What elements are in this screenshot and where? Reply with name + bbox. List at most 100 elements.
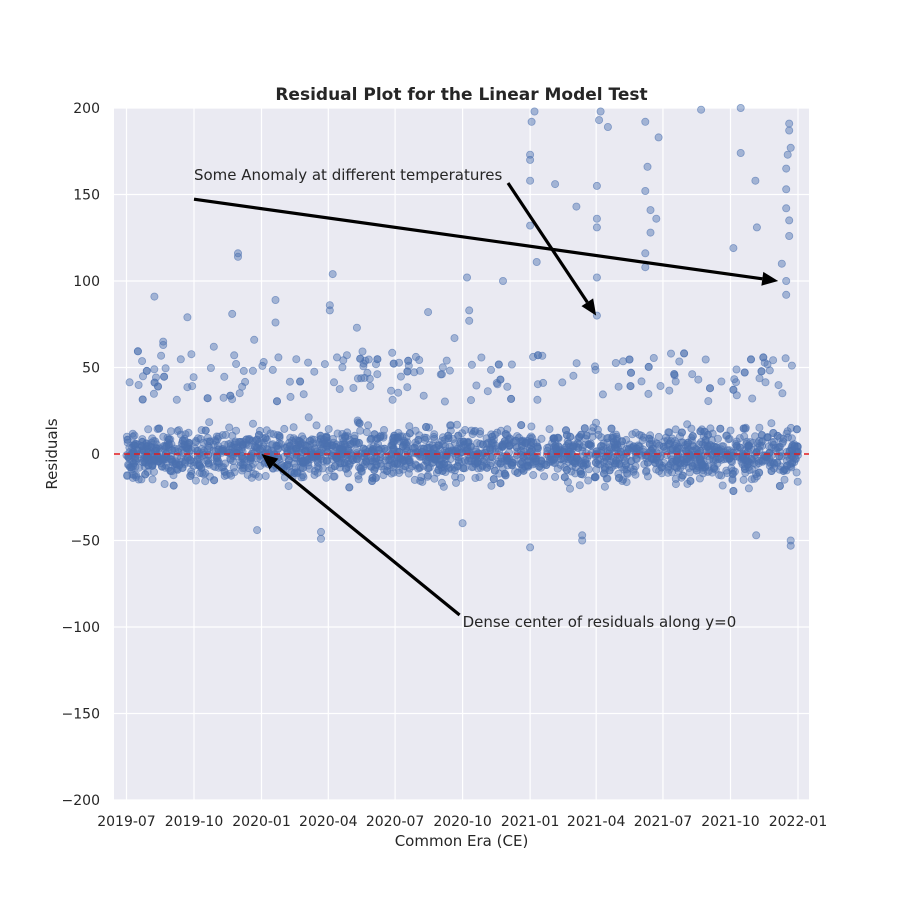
scatter-point	[286, 392, 295, 401]
scatter-point	[475, 429, 484, 438]
scatter-point	[717, 377, 726, 386]
scatter-point	[553, 433, 562, 442]
scatter-point	[388, 348, 397, 357]
scatter-point	[478, 440, 487, 449]
scatter-point	[698, 460, 707, 469]
scatter-point	[329, 472, 338, 481]
annotation-arrow	[506, 182, 589, 304]
outlier-point	[352, 323, 361, 332]
scatter-point	[405, 455, 414, 464]
scatter-point	[346, 440, 355, 449]
scatter-point	[580, 424, 589, 433]
scatter-point	[131, 462, 140, 471]
scatter-point	[507, 394, 516, 403]
scatter-point	[181, 430, 190, 439]
scatter-point	[649, 454, 658, 463]
scatter-point	[657, 463, 666, 472]
scatter-point	[150, 378, 159, 387]
scatter-point	[430, 454, 439, 463]
x-tick-label: 2022-01	[769, 814, 828, 830]
scatter-point	[564, 439, 573, 448]
scatter-point	[186, 471, 195, 480]
scatter-point	[688, 370, 697, 379]
scatter-point	[210, 476, 219, 485]
scatter-point	[373, 355, 382, 364]
scatter-point	[403, 383, 412, 392]
scatter-point	[141, 470, 150, 479]
scatter-point	[364, 421, 373, 430]
outlier-point	[228, 309, 237, 318]
scatter-point	[558, 378, 567, 387]
scatter-point	[322, 432, 331, 441]
outlier-point	[233, 252, 242, 261]
scatter-point	[542, 460, 551, 469]
scatter-point	[482, 463, 491, 472]
outlier-point	[641, 186, 650, 195]
scatter-point	[589, 423, 598, 432]
scatter-point	[498, 463, 507, 472]
scatter-point	[489, 475, 498, 484]
scatter-point	[740, 432, 749, 441]
scatter-point	[723, 469, 732, 478]
scatter-point	[419, 444, 428, 453]
scatter-point	[368, 473, 377, 482]
outlier-point	[785, 119, 794, 128]
outlier-point	[325, 306, 334, 315]
scatter-point	[517, 421, 526, 430]
scatter-point	[336, 444, 345, 453]
scatter-point	[519, 466, 528, 475]
x-tick-labels: 2019-07 2019-10 2020-01 2020-04 2020-07 2020-…	[97, 814, 827, 830]
y-axis-label: Residuals	[43, 418, 61, 489]
scatter-point	[539, 378, 548, 387]
scatter-point	[356, 354, 365, 363]
scatter-point	[205, 437, 214, 446]
scatter-point	[697, 438, 706, 447]
outlier-point	[641, 249, 650, 258]
scatter-point	[343, 428, 352, 437]
scatter-point	[656, 381, 665, 390]
outlier-point	[462, 273, 471, 282]
scatter-point	[388, 395, 397, 404]
scatter-point	[503, 456, 512, 465]
scatter-point	[451, 478, 460, 487]
annotation-text: Dense center of residuals along y=0	[463, 613, 737, 631]
outlier-point	[782, 276, 791, 285]
scatter-point	[665, 428, 674, 437]
scatter-point	[258, 361, 267, 370]
scatter-point	[528, 445, 537, 454]
scatter-point	[310, 367, 319, 376]
scatter-point	[611, 443, 620, 452]
scatter-point	[323, 441, 332, 450]
scatter-point	[434, 465, 443, 474]
scatter-point	[235, 389, 244, 398]
scatter-point	[533, 395, 542, 404]
scatter-point	[138, 357, 147, 366]
scatter-point	[571, 459, 580, 468]
scatter-point	[324, 425, 333, 434]
y-tick-label: 50	[82, 361, 100, 377]
scatter-point	[632, 444, 641, 453]
scatter-point	[778, 389, 787, 398]
scatter-point	[614, 469, 623, 478]
scatter-point	[582, 431, 591, 440]
scatter-point	[275, 431, 284, 440]
scatter-point	[401, 462, 410, 471]
scatter-point	[507, 461, 516, 470]
scatter-point	[556, 460, 565, 469]
scatter-point	[676, 432, 685, 441]
outlier-point	[697, 105, 706, 114]
scatter-point	[341, 432, 350, 441]
y-tick-label: −150	[62, 707, 100, 723]
scatter-point	[172, 395, 181, 404]
outlier-point	[551, 180, 560, 189]
scatter-point	[356, 426, 365, 435]
scatter-point	[133, 347, 142, 356]
outlier-point	[578, 531, 587, 540]
outlier-point	[641, 117, 650, 126]
scatter-point	[201, 426, 210, 435]
scatter-point	[417, 473, 426, 482]
scatter-point	[743, 460, 752, 469]
scatter-point	[183, 383, 192, 392]
scatter-point	[284, 456, 293, 465]
scatter-point	[162, 442, 171, 451]
